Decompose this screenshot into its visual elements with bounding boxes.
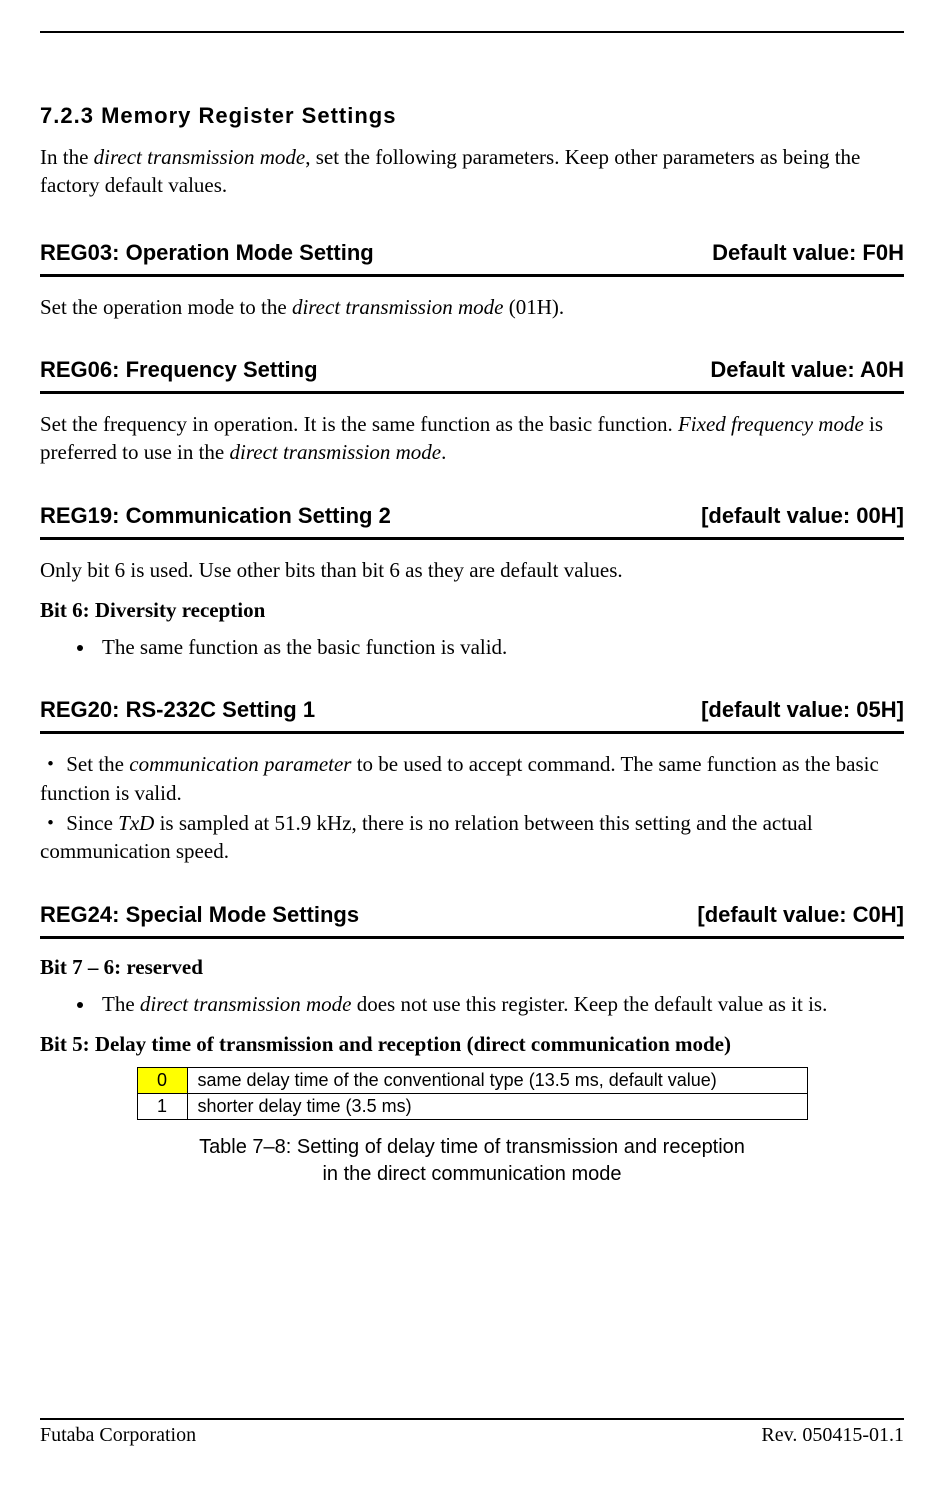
text: In the xyxy=(40,145,94,169)
table-row: 1 shorter delay time (3.5 ms) xyxy=(137,1094,807,1120)
reg24-bit76-heading: Bit 7 – 6: reserved xyxy=(40,955,904,980)
reg03-block: REG03: Operation Mode Setting Default va… xyxy=(40,240,904,321)
reg06-header: REG06: Frequency Setting Default value: … xyxy=(40,357,904,394)
caption-line1: Table 7–8: Setting of delay time of tran… xyxy=(199,1136,745,1158)
cell-key-0: 0 xyxy=(137,1068,187,1094)
reg19-label: REG19: Communication Setting 2 xyxy=(40,503,391,529)
text-italic: direct transmission mode xyxy=(230,440,442,464)
reg03-default: Default value: F0H xyxy=(712,240,904,266)
list-item: The same function as the basic function … xyxy=(96,633,904,661)
text-italic: direct transmission mode xyxy=(94,145,306,169)
reg24-default: [default value: C0H] xyxy=(697,902,904,928)
reg20-header: REG20: RS-232C Setting 1 [default value:… xyxy=(40,697,904,734)
reg19-bit6-heading: Bit 6: Diversity reception xyxy=(40,598,904,623)
table-row: 0 same delay time of the conventional ty… xyxy=(137,1068,807,1094)
reg20-line2: ・ Since TxD is sampled at 51.9 kHz, ther… xyxy=(40,809,904,866)
text-italic: direct transmission mode xyxy=(140,992,352,1016)
text: The xyxy=(102,992,140,1016)
text-italic: communication parameter xyxy=(129,752,351,776)
text: ・ Since xyxy=(40,811,118,835)
reg20-label: REG20: RS-232C Setting 1 xyxy=(40,697,315,723)
cell-desc-0: same delay time of the conventional type… xyxy=(187,1068,807,1094)
footer-company: Futaba Corporation xyxy=(40,1424,196,1447)
intro-paragraph: In the direct transmission mode, set the… xyxy=(40,143,904,200)
reg20-block: REG20: RS-232C Setting 1 [default value:… xyxy=(40,697,904,865)
reg03-body: Set the operation mode to the direct tra… xyxy=(40,293,904,321)
reg19-default: [default value: 00H] xyxy=(701,503,904,529)
reg19-block: REG19: Communication Setting 2 [default … xyxy=(40,503,904,662)
delay-table: 0 same delay time of the conventional ty… xyxy=(137,1067,808,1120)
reg19-header: REG19: Communication Setting 2 [default … xyxy=(40,503,904,540)
header-rule xyxy=(40,31,904,33)
reg24-label: REG24: Special Mode Settings xyxy=(40,902,359,928)
cell-desc-1: shorter delay time (3.5 ms) xyxy=(187,1094,807,1120)
footer-rule xyxy=(40,1418,904,1420)
reg06-body: Set the frequency in operation. It is th… xyxy=(40,410,904,467)
reg19-bit6-list: The same function as the basic function … xyxy=(40,633,904,661)
text: (01H). xyxy=(504,295,565,319)
text: Set the frequency in operation. It is th… xyxy=(40,412,678,436)
reg24-bit76-list: The direct transmission mode does not us… xyxy=(40,990,904,1018)
reg19-body: Only bit 6 is used. Use other bits than … xyxy=(40,556,904,584)
reg24-bit5-heading: Bit 5: Delay time of transmission and re… xyxy=(40,1032,904,1057)
footer-revision: Rev. 050415-01.1 xyxy=(761,1424,904,1447)
section-number: 7.2.3 xyxy=(40,103,94,128)
section-title: Memory Register Settings xyxy=(101,103,396,128)
text-italic: Fixed frequency mode xyxy=(678,412,864,436)
text-italic: TxD xyxy=(118,811,154,835)
reg06-default: Default value: A0H xyxy=(710,357,904,383)
section-heading: 7.2.3 Memory Register Settings xyxy=(40,103,904,129)
table-caption: Table 7–8: Setting of delay time of tran… xyxy=(40,1134,904,1188)
reg03-label: REG03: Operation Mode Setting xyxy=(40,240,374,266)
caption-line2: in the direct communication mode xyxy=(322,1163,621,1185)
reg20-default: [default value: 05H] xyxy=(701,697,904,723)
reg24-block: REG24: Special Mode Settings [default va… xyxy=(40,902,904,1188)
text: ・ Set the xyxy=(40,752,129,776)
reg06-block: REG06: Frequency Setting Default value: … xyxy=(40,357,904,467)
reg03-header: REG03: Operation Mode Setting Default va… xyxy=(40,240,904,277)
cell-key-1: 1 xyxy=(137,1094,187,1120)
reg06-label: REG06: Frequency Setting xyxy=(40,357,318,383)
text: Set the operation mode to the xyxy=(40,295,292,319)
text: is sampled at 51.9 kHz, there is no rela… xyxy=(40,811,813,863)
text: . xyxy=(441,440,446,464)
reg24-header: REG24: Special Mode Settings [default va… xyxy=(40,902,904,939)
list-item: The direct transmission mode does not us… xyxy=(96,990,904,1018)
text: does not use this register. Keep the def… xyxy=(351,992,827,1016)
text-italic: direct transmission mode xyxy=(292,295,504,319)
reg20-line1: ・ Set the communication parameter to be … xyxy=(40,750,904,807)
page-footer: Futaba Corporation Rev. 050415-01.1 xyxy=(40,1418,904,1447)
